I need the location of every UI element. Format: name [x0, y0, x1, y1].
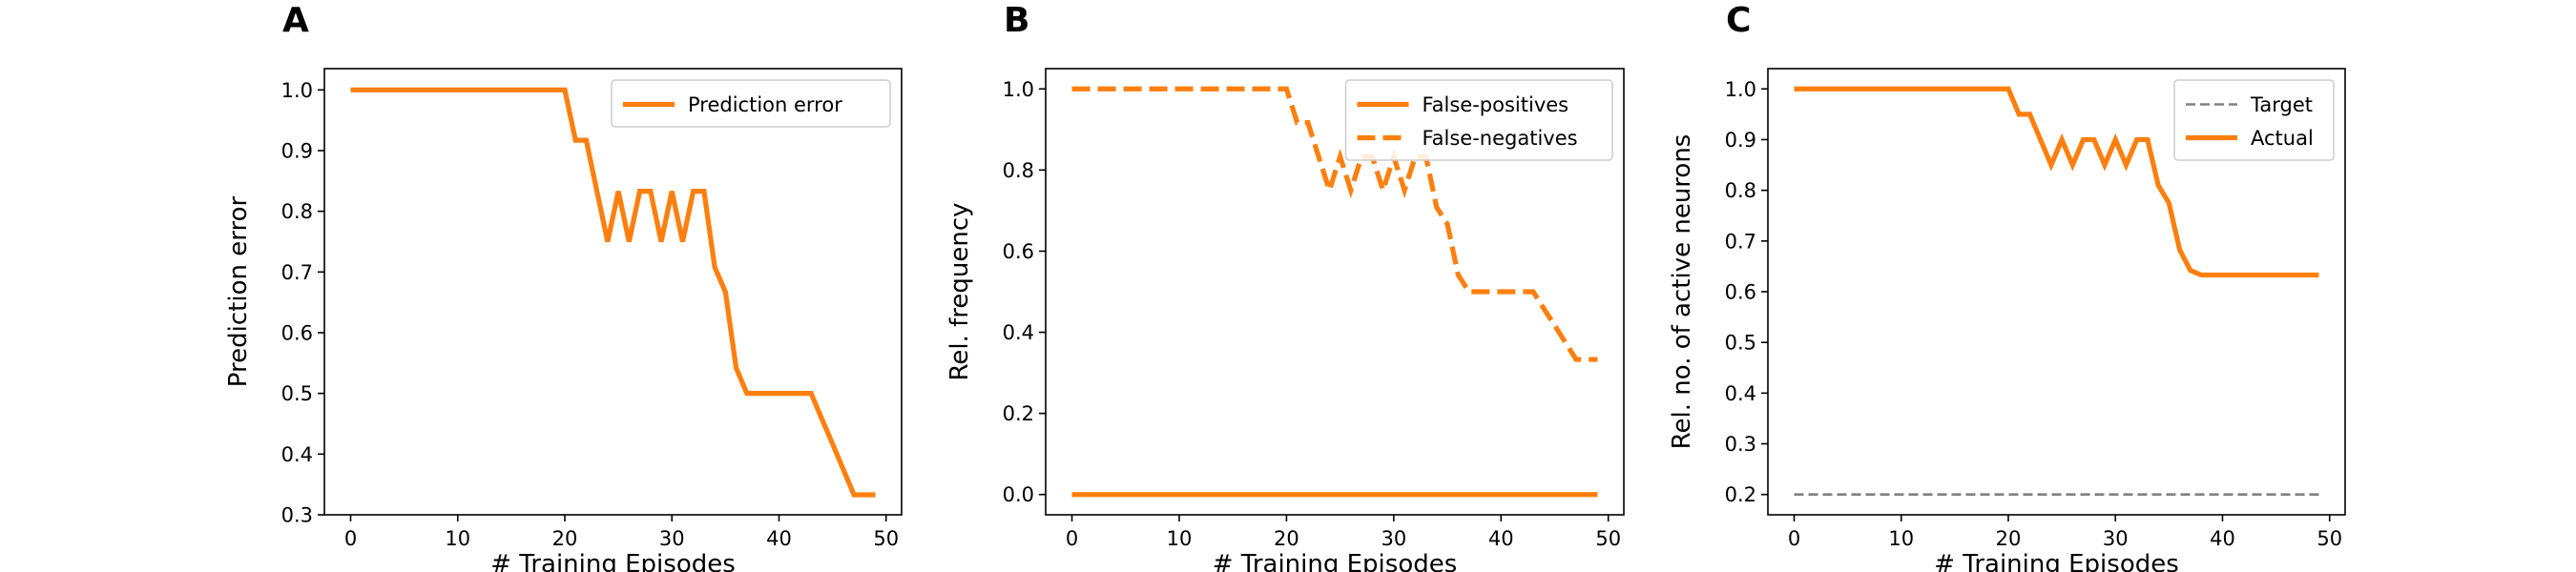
y-tick-label: 0.2	[1725, 483, 1756, 506]
y-tick-label: 0.4	[281, 443, 313, 466]
axes-frame	[323, 68, 903, 516]
legend: Target Actual	[2173, 79, 2335, 161]
series-line-actual	[1794, 86, 2319, 278]
x-tick-label: 20	[1274, 527, 1299, 550]
y-tick-label: 0.4	[1003, 321, 1034, 344]
y-axis-label: Prediction error	[224, 196, 253, 388]
x-tick-label: 10	[1167, 527, 1193, 550]
legend: Prediction error	[611, 79, 891, 128]
x-tick-label: 0	[344, 527, 357, 550]
legend-label: Prediction error	[688, 93, 842, 116]
y-tick-label: 0.4	[1725, 382, 1756, 405]
legend-label: Actual	[2251, 127, 2314, 150]
x-tick-label: 40	[2210, 527, 2235, 550]
x-axis-label: # Training Episodes	[1934, 550, 2179, 572]
x-tick-label: 20	[552, 527, 578, 550]
panel-c: C 0 10 20 30 40 50 0.2 0.3 0.4 0.5 0.6 0.7 0.8 0.9 1.0 #…	[1668, 1, 2346, 572]
y-tick-label: 0.3	[281, 504, 313, 527]
y-tick-label: 0.5	[1725, 332, 1756, 355]
legend-box	[1344, 79, 1613, 161]
panel-b: B 0 10 20 30 40 50 0.0 0.2 0.4 0.6 0.8 1.0 # Training…	[945, 1, 1625, 572]
y-tick-label: 0.6	[1003, 240, 1034, 263]
x-axis-label: # Training Episodes	[1213, 550, 1458, 572]
y-tick-label: 0.3	[1725, 433, 1756, 456]
y-tick-label: 0.7	[1725, 230, 1756, 253]
panel-label: A	[282, 1, 309, 40]
y-tick-label: 0.2	[1003, 402, 1034, 425]
panel-a: A 0 10 20 30 40 50 0.3 0.4 0.5 0.6 0.7 0.8 0.9 1.0 # Tr…	[224, 1, 903, 572]
y-tick-label: 0.8	[281, 200, 313, 223]
y-tick-label: 1.0	[1725, 78, 1756, 101]
y-tick-label: 0.6	[281, 321, 313, 344]
series-line-prediction-error	[350, 87, 876, 498]
x-tick-label: 30	[1381, 527, 1406, 550]
x-tick-label: 40	[1488, 527, 1514, 550]
x-tick-label: 10	[445, 527, 470, 550]
y-tick-label: 1.0	[281, 79, 313, 102]
y-tick-label: 0.0	[1003, 483, 1034, 506]
y-axis-label: Rel. frequency	[945, 202, 974, 380]
y-axis-label: Rel. no. of active neurons	[1668, 134, 1696, 450]
panel-label: B	[1004, 1, 1029, 40]
y-tick-label: 0.8	[1003, 159, 1034, 182]
y-tick-label: 0.6	[1725, 281, 1756, 304]
panel-label: C	[1726, 1, 1751, 40]
legend-label: False-negatives	[1423, 127, 1578, 150]
x-tick-label: 30	[659, 527, 685, 550]
x-tick-label: 10	[1888, 527, 1914, 550]
axes-frame	[1045, 68, 1625, 516]
x-axis-label: # Training Episodes	[490, 550, 736, 572]
x-tick-label: 20	[1996, 527, 2022, 550]
x-tick-label: 50	[1595, 527, 1621, 550]
x-tick-label: 0	[1788, 527, 1800, 550]
x-tick-label: 50	[873, 527, 899, 550]
legend-label: Target	[2250, 93, 2313, 116]
x-tick-label: 30	[2103, 527, 2129, 550]
x-tick-label: 40	[766, 527, 792, 550]
legend-label: False-positives	[1423, 93, 1569, 116]
x-tick-label: 50	[2316, 527, 2342, 550]
x-tick-label: 0	[1066, 527, 1078, 550]
y-tick-label: 0.7	[281, 261, 313, 284]
y-tick-label: 1.0	[1003, 78, 1034, 101]
legend-box	[611, 79, 891, 128]
y-tick-label: 0.9	[281, 139, 313, 162]
y-tick-label: 0.8	[1725, 179, 1756, 202]
y-tick-label: 0.5	[281, 382, 313, 405]
series-line-false-negatives	[1071, 86, 1598, 362]
legend: False-positives False-negatives	[1344, 79, 1613, 161]
y-tick-label: 0.9	[1725, 129, 1756, 152]
